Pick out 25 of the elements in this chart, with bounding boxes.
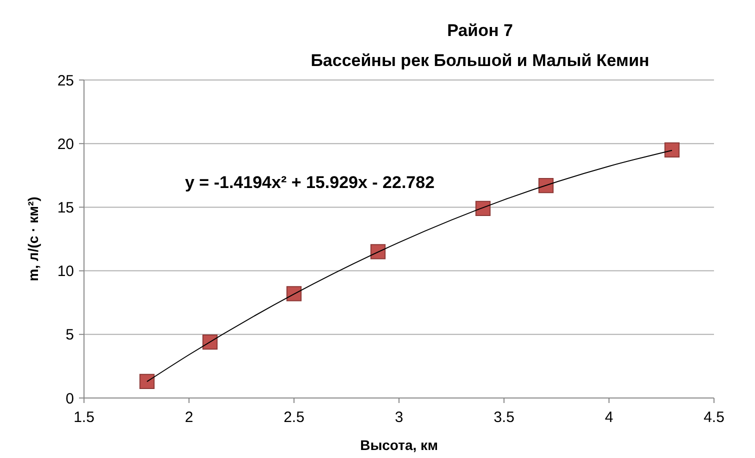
x-tick-label: 4 [604, 409, 614, 426]
x-tick-label: 2 [184, 409, 194, 426]
x-tick-label: 3.5 [494, 409, 514, 426]
x-tick-label: 3 [394, 409, 404, 426]
point [370, 244, 386, 260]
point [538, 178, 554, 194]
y-tick-label: 20 [57, 136, 74, 153]
point [286, 286, 302, 302]
point [202, 334, 218, 350]
point [664, 142, 680, 158]
y-tick-label: 0 [66, 390, 74, 408]
annotation: y = -1.4194x² + 15.929x - 22.782 [185, 173, 435, 192]
y-tick-label: 5 [66, 326, 74, 344]
y-tick-label: 15 [57, 199, 74, 216]
x-axis-title: Высота, км [360, 437, 438, 453]
x-tick-label: 1.5 [74, 409, 94, 426]
x-tick-label: 2.5 [284, 409, 304, 426]
chart-title: Район 7 [447, 21, 513, 40]
y-tick-label: 25 [57, 72, 74, 90]
x-tick-label: 4.5 [704, 409, 724, 426]
point [139, 374, 155, 390]
y-tick-label: 10 [57, 263, 74, 280]
y-axis-title: m, л/(с · км²) [25, 196, 41, 282]
chart-subtitle: Бассейны рек Большой и Малый Кемин [310, 51, 650, 70]
point [475, 200, 491, 216]
